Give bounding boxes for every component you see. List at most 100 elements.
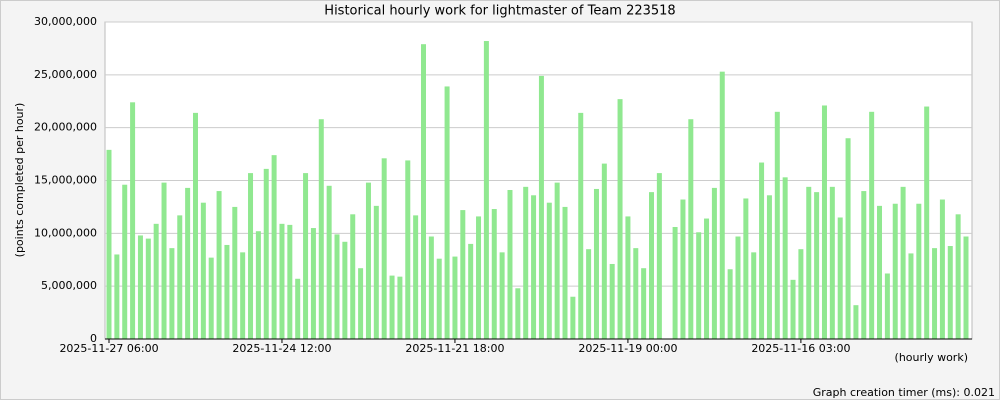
bar — [625, 216, 631, 339]
y-tick-label: 0 — [90, 332, 97, 345]
y-tick-label: 10,000,000 — [34, 226, 97, 239]
bar — [593, 188, 599, 339]
bar — [884, 273, 890, 339]
bar — [460, 210, 466, 339]
bar — [601, 163, 607, 339]
bar — [751, 252, 757, 339]
x-tick-label: 2025-11-21 18:00 — [405, 342, 504, 355]
bar — [106, 149, 112, 339]
bar — [200, 202, 206, 339]
bar — [853, 305, 859, 339]
bar — [790, 279, 796, 339]
bar — [491, 209, 497, 339]
bar — [326, 185, 332, 339]
bar — [570, 296, 576, 339]
bar — [947, 246, 953, 339]
bar — [232, 206, 238, 339]
bar — [224, 244, 230, 339]
bar — [617, 99, 623, 340]
bar — [554, 182, 560, 339]
bar — [523, 186, 529, 339]
bar — [735, 236, 741, 339]
bar — [287, 224, 293, 339]
bar — [137, 235, 143, 339]
y-tick-label: 25,000,000 — [34, 68, 97, 81]
bar — [932, 248, 938, 339]
bar — [452, 256, 458, 339]
bar — [814, 192, 820, 339]
bar — [263, 168, 269, 339]
bar — [413, 215, 419, 339]
bar — [318, 119, 324, 339]
bar — [177, 215, 183, 339]
bar — [358, 268, 364, 339]
bar — [295, 278, 301, 339]
bar — [350, 214, 356, 339]
bar — [248, 173, 254, 339]
bar — [719, 71, 725, 339]
bar — [696, 232, 702, 339]
bar — [483, 41, 489, 340]
bar — [688, 119, 694, 339]
bar — [420, 44, 426, 339]
bar — [861, 191, 867, 339]
footer: Graph creation timer (ms): 0.021 — [813, 386, 995, 399]
bar — [955, 214, 961, 339]
bar — [531, 195, 537, 339]
bar — [303, 173, 309, 339]
bar — [680, 199, 686, 339]
bar — [578, 112, 584, 339]
bar — [436, 258, 442, 339]
bar — [766, 195, 772, 339]
bar — [633, 248, 639, 339]
bar — [829, 186, 835, 339]
bar — [924, 106, 930, 340]
x-tick-label: 2025-11-27 06:00 — [59, 342, 158, 355]
bar — [476, 216, 482, 339]
x-axis-label: (hourly work) — [895, 351, 968, 364]
bar — [727, 269, 733, 339]
y-tick-label: 30,000,000 — [34, 15, 97, 28]
bar — [216, 191, 222, 339]
x-tick-label: 2025-11-24 12:00 — [232, 342, 331, 355]
bar — [185, 187, 191, 339]
bar — [586, 249, 592, 339]
bar — [877, 205, 883, 339]
bar — [468, 243, 474, 339]
bar — [279, 223, 285, 339]
bar — [798, 249, 804, 339]
bar — [837, 217, 843, 339]
bar — [759, 162, 765, 339]
y-axis-label: (points completed per hour) — [13, 103, 26, 258]
bar — [240, 252, 246, 339]
bar — [609, 263, 615, 339]
bar — [255, 231, 261, 339]
bar — [672, 226, 678, 339]
chart-title: Historical hourly work for lightmaster o… — [324, 4, 675, 19]
x-tick-label: 2025-11-19 00:00 — [578, 342, 677, 355]
bar — [130, 102, 136, 339]
bar — [389, 275, 395, 339]
bar — [641, 268, 647, 339]
bar — [310, 228, 316, 339]
bar — [821, 105, 827, 339]
bar — [963, 236, 969, 339]
bar — [153, 223, 159, 339]
bar — [192, 112, 198, 339]
bar — [743, 198, 749, 339]
bar — [161, 182, 167, 339]
y-tick-label: 15,000,000 — [34, 174, 97, 187]
bar — [499, 252, 505, 339]
bar — [939, 199, 945, 339]
y-tick-label: 5,000,000 — [41, 279, 97, 292]
bar — [711, 187, 717, 339]
bar — [334, 234, 340, 339]
bar — [373, 205, 379, 339]
bar — [381, 158, 387, 339]
x-tick-label: 2025-11-16 03:00 — [751, 342, 850, 355]
bar — [782, 177, 788, 339]
bar — [546, 202, 552, 339]
bar — [538, 75, 544, 339]
bar — [515, 288, 521, 339]
y-tick-label: 20,000,000 — [34, 121, 97, 134]
